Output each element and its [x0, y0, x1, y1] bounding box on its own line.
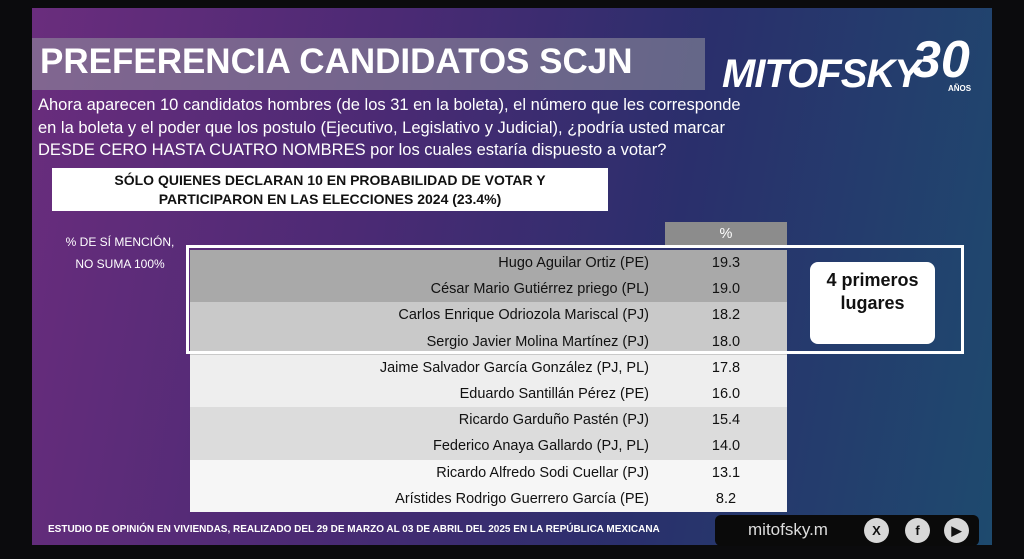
candidate-percent: 8.2 [665, 485, 787, 512]
candidate-name: Ricardo Garduño Pastén (PJ) [190, 407, 665, 434]
callout-box [810, 262, 935, 344]
candidate-percent: 16.0 [665, 381, 787, 408]
logo-number: 30 [912, 31, 970, 89]
callout-line: 4 primeros [826, 270, 919, 290]
candidate-name: Carlos Enrique Odriozola Mariscal (PJ) [190, 302, 665, 329]
note-line: % DE SÍ MENCIÓN, [65, 235, 175, 249]
x-icon[interactable]: X [864, 518, 889, 543]
candidate-percent: 15.4 [665, 407, 787, 434]
logo-years: AÑOS [948, 84, 972, 93]
candidate-percent: 19.0 [665, 276, 787, 303]
candidate-percent: 13.1 [665, 459, 787, 486]
logo: MITOFSKY [722, 52, 921, 96]
footer-url[interactable]: mitofsky.m [748, 520, 828, 539]
highlight-frame [186, 245, 964, 354]
question-line: Ahora aparecen 10 candidatos hombres (de… [38, 96, 741, 114]
youtube-icon[interactable]: ▶ [944, 518, 969, 543]
candidate-name: César Mario Gutiérrez priego (PL) [190, 276, 665, 303]
note-line: NO SUMA 100% [75, 257, 165, 271]
subheader-box [52, 168, 608, 211]
subheader-line: PARTICIPARON EN LAS ELECCIONES 2024 (23.… [158, 191, 502, 207]
candidate-percent: 19.3 [665, 250, 787, 277]
candidate-name: Ricardo Alfredo Sodi Cuellar (PJ) [190, 459, 665, 486]
title-box [32, 38, 705, 90]
question-line: DESDE CERO HASTA CUATRO NOMBRES por los … [38, 141, 667, 159]
candidate-percent: 18.2 [665, 302, 787, 329]
candidate-name: Jaime Salvador García González (PJ, PL) [190, 354, 665, 381]
title: PREFERENCIA CANDIDATOS SCJN [40, 42, 633, 81]
callout-line: lugares [840, 293, 905, 313]
table-header: % [665, 222, 787, 246]
candidate-percent: 18.0 [665, 328, 787, 355]
candidate-name: Hugo Aguilar Ortiz (PE) [190, 250, 665, 277]
footer-box [715, 515, 979, 546]
candidate-name: Eduardo Santillán Pérez (PE) [190, 381, 665, 408]
question-line: en la boleta y el poder que los postulo … [38, 119, 725, 137]
subheader-line: SÓLO QUIENES DECLARAN 10 EN PROBABILIDAD… [114, 172, 546, 188]
candidate-percent: 17.8 [665, 354, 787, 381]
candidate-name: Arístides Rodrigo Guerrero García (PE) [190, 485, 665, 512]
footer-text: ESTUDIO DE OPINIÓN EN VIVIENDAS, REALIZA… [48, 524, 660, 535]
facebook-icon[interactable]: f [905, 518, 930, 543]
candidate-percent: 14.0 [665, 433, 787, 460]
candidate-name: Federico Anaya Gallardo (PJ, PL) [190, 433, 665, 460]
candidate-name: Sergio Javier Molina Martínez (PJ) [190, 328, 665, 355]
